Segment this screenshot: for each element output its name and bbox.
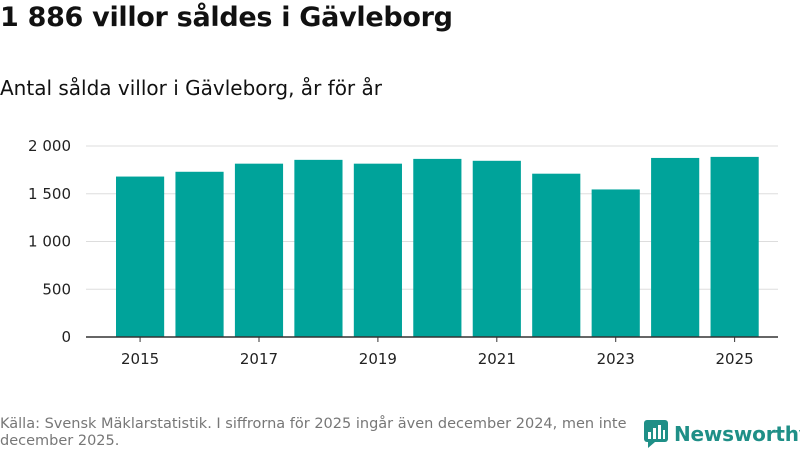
newsworthy-logo-icon xyxy=(644,420,668,448)
x-tick-label: 2023 xyxy=(597,350,635,368)
source-note: Källa: Svensk Mäklarstatistik. I siffror… xyxy=(0,416,627,449)
y-tick-label: 0 xyxy=(61,328,71,346)
bar-2024[interactable] xyxy=(651,157,700,337)
y-tick-label: 1 500 xyxy=(28,185,71,203)
bar-2017[interactable] xyxy=(234,163,284,337)
y-axis-ticks: 0 500 1 000 1 500 2 000 xyxy=(28,137,71,346)
bar-2015[interactable] xyxy=(116,176,165,337)
bar-2023[interactable] xyxy=(591,189,640,337)
bars xyxy=(116,156,759,337)
y-tick-label: 2 000 xyxy=(28,137,71,155)
y-tick-label: 1 000 xyxy=(28,233,71,251)
y-tick-label: 500 xyxy=(42,280,71,298)
x-axis-ticks: 2015 2017 2019 2021 2023 2025 xyxy=(121,337,754,368)
bar-2016[interactable] xyxy=(175,171,224,337)
x-tick-label: 2021 xyxy=(478,350,516,368)
x-tick-label: 2019 xyxy=(359,350,397,368)
chart-title: 1 886 villor såldes i Gävleborg xyxy=(0,2,453,33)
x-tick-label: 2025 xyxy=(716,350,754,368)
bar-2019[interactable] xyxy=(353,163,402,337)
bar-2025[interactable] xyxy=(710,156,759,337)
bar-2020[interactable] xyxy=(413,158,462,337)
bar-2018[interactable] xyxy=(294,159,343,337)
x-tick-label: 2017 xyxy=(240,350,278,368)
bar-chart: 0 500 1 000 1 500 2 000 2015 2017 2019 2021 2023… xyxy=(28,137,778,368)
chart-subtitle: Antal sålda villor i Gävleborg, år för å… xyxy=(0,76,382,100)
bar-2022[interactable] xyxy=(532,173,581,337)
brand-name: Newsworthy xyxy=(674,422,800,446)
brand-logo[interactable]: Newsworthy xyxy=(644,420,800,448)
x-tick-label: 2015 xyxy=(121,350,159,368)
bar-2021[interactable] xyxy=(472,160,521,337)
